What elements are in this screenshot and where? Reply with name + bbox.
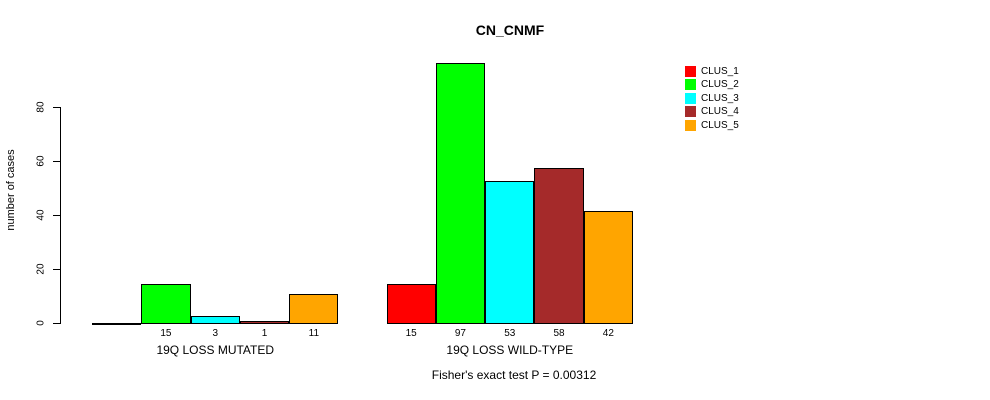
bar-value-label: 15 bbox=[405, 328, 417, 339]
bar-value-label: 15 bbox=[160, 328, 172, 339]
bar-value-label: 53 bbox=[504, 328, 516, 339]
legend-label: CLUS_5 bbox=[701, 119, 739, 131]
bar-value-label: 97 bbox=[454, 328, 466, 339]
y-tick-mark bbox=[52, 323, 60, 324]
y-tick-mark bbox=[52, 107, 60, 109]
legend-swatch-icon bbox=[685, 79, 696, 91]
y-tick-label: 80 bbox=[35, 101, 47, 114]
legend-item-clus_4: CLUS_4 bbox=[685, 105, 739, 118]
bar-clus_3-group1 bbox=[190, 316, 240, 324]
y-tick-label: 0 bbox=[35, 320, 47, 326]
fisher-test-annotation: Fisher's exact test P = 0.00312 bbox=[431, 368, 597, 382]
y-axis-line bbox=[59, 107, 61, 324]
legend-item-clus_5: CLUS_5 bbox=[685, 119, 739, 132]
legend-label: CLUS_4 bbox=[701, 106, 739, 118]
y-tick-label: 60 bbox=[35, 155, 47, 167]
legend-item-clus_2: CLUS_2 bbox=[685, 78, 739, 91]
legend-swatch-icon bbox=[685, 106, 696, 118]
legend-label: CLUS_1 bbox=[701, 66, 739, 77]
group-label-wildtype: 19Q LOSS WILD-TYPE bbox=[446, 343, 574, 357]
bar-clus_4-group2 bbox=[534, 168, 584, 324]
bar-clus_2-group1 bbox=[141, 284, 191, 324]
legend-item-clus_3: CLUS_3 bbox=[685, 92, 739, 105]
bar-value-label: 58 bbox=[553, 328, 565, 339]
legend-label: CLUS_3 bbox=[701, 92, 739, 104]
bar-value-label: 11 bbox=[308, 328, 320, 339]
y-tick-mark bbox=[52, 215, 60, 217]
bar-value-label: 42 bbox=[602, 328, 614, 339]
chart-title: CN_CNMF bbox=[475, 22, 545, 38]
legend-label: CLUS_2 bbox=[701, 79, 739, 91]
bar-value-label: 1 bbox=[261, 328, 268, 339]
legend-swatch-icon bbox=[685, 66, 696, 77]
bar-clus_1-group2 bbox=[386, 284, 436, 324]
legend-swatch-icon bbox=[685, 119, 696, 131]
bar-clus_3-group2 bbox=[485, 181, 535, 324]
group-label-mutated: 19Q LOSS MUTATED bbox=[156, 343, 275, 357]
bar-clus_5-group1 bbox=[289, 294, 339, 324]
y-tick-label: 40 bbox=[35, 209, 47, 221]
y-axis-title: number of cases bbox=[5, 149, 17, 231]
y-tick-label: 20 bbox=[35, 263, 47, 275]
y-tick-mark bbox=[52, 161, 60, 163]
bar-clus_2-group2 bbox=[435, 63, 486, 324]
bar-clus_5-group2 bbox=[583, 211, 633, 324]
legend-item-clus_1: CLUS_1 bbox=[685, 65, 739, 78]
bar-clus_1-group1 bbox=[92, 323, 142, 325]
legend-swatch-icon bbox=[685, 92, 696, 104]
y-tick-mark bbox=[52, 269, 60, 271]
bar-value-label: 3 bbox=[212, 328, 219, 339]
bar-clus_4-group1 bbox=[239, 321, 290, 324]
